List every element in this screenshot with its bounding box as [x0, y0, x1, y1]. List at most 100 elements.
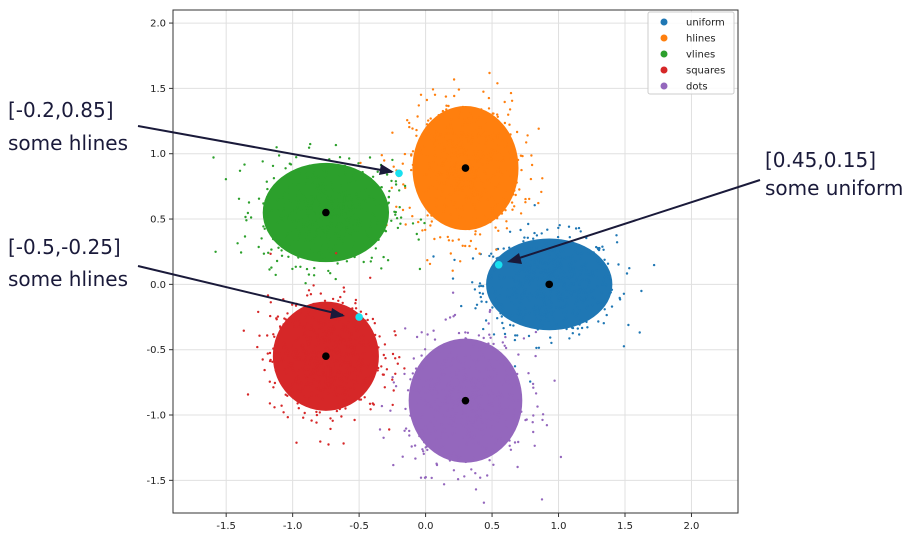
- series-squares-point: [317, 373, 321, 376]
- series-dots-point: [497, 411, 500, 414]
- series-hlines-point: [482, 154, 485, 158]
- series-dots-point: [490, 402, 493, 405]
- series-hlines-point: [505, 227, 509, 230]
- series-uniform-point: [602, 322, 605, 325]
- series-vlines-point: [363, 242, 366, 246]
- series-squares-point: [348, 317, 352, 320]
- series-hlines-point: [461, 244, 464, 247]
- series-dots-point: [492, 342, 495, 346]
- series-dots-point: [412, 357, 415, 360]
- series-vlines-point: [351, 245, 354, 248]
- series-uniform-point: [559, 249, 562, 253]
- series-vlines-point: [353, 178, 357, 181]
- series-dots-point: [444, 318, 447, 321]
- series-vlines-point: [394, 213, 397, 216]
- series-vlines-point: [302, 225, 305, 228]
- series-squares-point: [296, 402, 299, 405]
- series-dots-point: [463, 475, 466, 478]
- series-dots-point: [436, 383, 440, 387]
- series-hlines-point: [419, 93, 423, 97]
- series-vlines-point: [311, 182, 314, 186]
- series-hlines-point: [459, 178, 463, 181]
- series-hlines-point: [425, 98, 429, 102]
- series-dots-point: [413, 444, 417, 447]
- series-vlines-point: [275, 219, 278, 223]
- series-squares-point: [326, 382, 330, 385]
- series-squares-point: [307, 353, 310, 356]
- series-hlines-point: [465, 177, 469, 181]
- series-dots-point: [470, 431, 473, 434]
- series-hlines-point: [445, 104, 448, 107]
- series-squares-point: [246, 393, 250, 396]
- series-uniform-point: [508, 246, 511, 249]
- series-squares-point: [312, 284, 315, 287]
- series-vlines-point: [307, 167, 310, 170]
- series-hlines-point: [512, 165, 516, 169]
- series-squares-point: [321, 389, 325, 393]
- series-vlines-point: [307, 201, 311, 205]
- series-dots-point: [477, 334, 481, 337]
- series-hlines-point: [510, 99, 514, 103]
- series-hlines-point: [447, 176, 450, 179]
- series-squares-point: [328, 386, 331, 390]
- series-dots-point: [451, 291, 455, 294]
- series-uniform-point: [506, 288, 509, 292]
- series-dots-point: [479, 343, 483, 346]
- series-vlines-point: [276, 198, 279, 202]
- series-uniform-point: [534, 291, 537, 295]
- series-squares-point: [287, 361, 291, 364]
- series-dots-point: [492, 412, 496, 415]
- annotation-2-coords: [0.45,0.15]: [765, 148, 876, 172]
- series-uniform-point: [551, 264, 555, 267]
- series-vlines-point: [334, 143, 338, 147]
- series-hlines-point: [469, 180, 472, 183]
- series-hlines-point: [459, 260, 462, 263]
- series-hlines-point: [499, 126, 502, 129]
- series-squares-point: [318, 411, 321, 414]
- series-uniform-point: [482, 327, 485, 331]
- series-vlines-point: [261, 160, 264, 163]
- series-dots-point: [485, 347, 488, 350]
- series-vlines-point: [317, 178, 321, 181]
- series-vlines-point: [308, 164, 311, 167]
- series-vlines-point: [338, 201, 341, 205]
- series-dots-point: [440, 351, 444, 354]
- series-hlines-point: [537, 127, 540, 130]
- series-dots-point: [475, 383, 478, 387]
- series-vlines-point: [317, 225, 321, 229]
- series-dots-point: [444, 396, 447, 400]
- series-squares-point: [329, 375, 333, 378]
- series-dots-point: [418, 378, 421, 382]
- series-uniform-point: [524, 260, 527, 264]
- series-hlines-point: [481, 191, 484, 194]
- series-dots-point: [466, 416, 469, 419]
- series-vlines-point: [291, 220, 294, 223]
- series-dots-point: [495, 372, 499, 375]
- x-tick-label: 2.0: [684, 521, 700, 532]
- series-dots-point: [425, 445, 429, 448]
- series-vlines-point: [317, 198, 320, 202]
- series-squares-point: [319, 292, 322, 295]
- series-dots-point: [442, 444, 445, 447]
- series-squares-point: [298, 320, 301, 323]
- series-dots-point: [421, 413, 424, 416]
- series-dots-point: [423, 399, 426, 402]
- series-dots-point: [464, 386, 468, 390]
- series-hlines-point: [458, 216, 461, 220]
- series-dots-point: [430, 405, 433, 408]
- series-vlines-point: [339, 239, 343, 243]
- series-dots-point: [481, 427, 484, 431]
- series-dots-point: [465, 432, 468, 436]
- series-uniform-point: [526, 296, 529, 299]
- series-hlines-point: [419, 195, 423, 199]
- series-uniform-point: [559, 279, 562, 282]
- series-hlines-point: [455, 149, 459, 152]
- series-dots-point: [502, 377, 505, 381]
- series-vlines-point: [374, 247, 377, 250]
- series-squares-point: [362, 343, 365, 346]
- series-squares-point: [351, 347, 354, 350]
- series-squares-point: [291, 321, 294, 325]
- series-hlines-point: [456, 135, 459, 138]
- series-hlines-point: [469, 197, 472, 200]
